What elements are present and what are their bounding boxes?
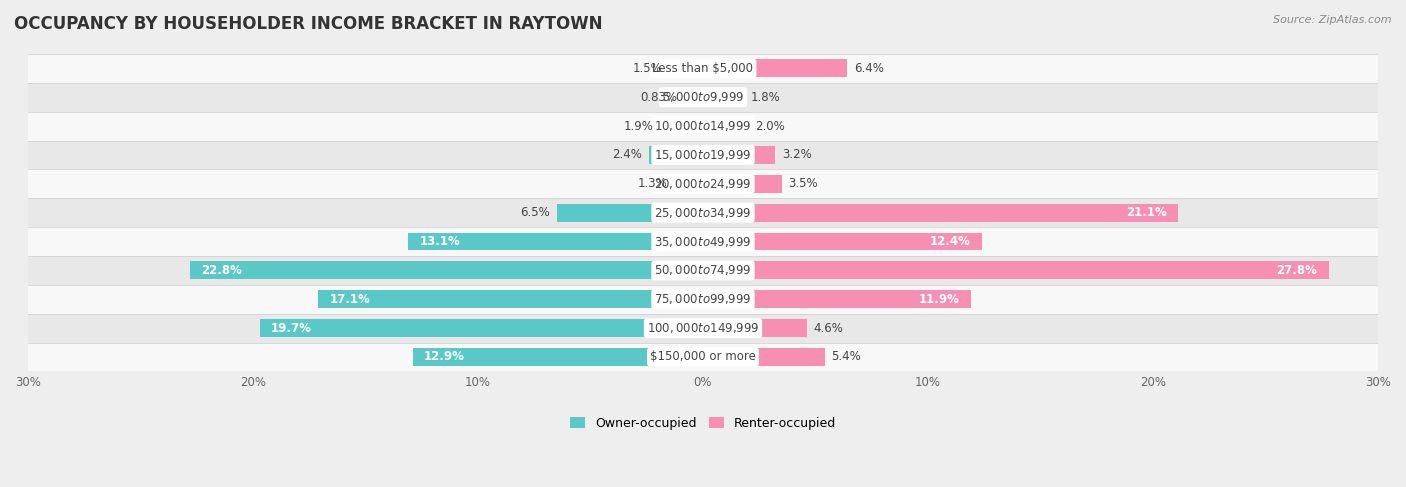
Bar [28,198,1378,227]
Bar [28,54,1378,83]
Bar [703,117,748,135]
Text: $75,000 to $99,999: $75,000 to $99,999 [654,292,752,306]
Text: 5.4%: 5.4% [831,351,860,363]
Text: $50,000 to $74,999: $50,000 to $74,999 [654,263,752,278]
Bar [703,146,775,164]
Bar [703,204,1178,222]
Text: 12.9%: 12.9% [425,351,465,363]
Text: 3.2%: 3.2% [782,149,811,162]
Bar [703,59,846,77]
Bar [28,342,1378,372]
Text: $15,000 to $19,999: $15,000 to $19,999 [654,148,752,162]
Text: 21.1%: 21.1% [1126,206,1167,219]
Bar [28,285,1378,314]
Bar [557,204,703,222]
Bar [703,233,981,250]
Text: 12.4%: 12.4% [929,235,970,248]
Text: 2.4%: 2.4% [613,149,643,162]
Bar [703,348,824,366]
Text: 6.5%: 6.5% [520,206,550,219]
Bar [28,227,1378,256]
Text: 1.3%: 1.3% [637,177,666,190]
Text: 1.5%: 1.5% [633,62,662,75]
Bar [28,256,1378,285]
Bar [673,175,703,193]
Bar [703,88,744,106]
Bar [703,319,807,337]
Bar [669,59,703,77]
Bar [703,290,970,308]
Text: 11.9%: 11.9% [918,293,959,306]
Bar [650,146,703,164]
Text: 19.7%: 19.7% [271,321,312,335]
Text: Less than $5,000: Less than $5,000 [652,62,754,75]
Bar [703,262,1329,280]
Text: Source: ZipAtlas.com: Source: ZipAtlas.com [1274,15,1392,25]
Bar [28,169,1378,198]
Text: 6.4%: 6.4% [853,62,883,75]
Text: $10,000 to $14,999: $10,000 to $14,999 [654,119,752,133]
Bar [413,348,703,366]
Bar [703,175,782,193]
Text: $20,000 to $24,999: $20,000 to $24,999 [654,177,752,191]
Text: 4.6%: 4.6% [813,321,844,335]
Text: 27.8%: 27.8% [1277,264,1317,277]
Bar [28,141,1378,169]
Text: 0.83%: 0.83% [641,91,678,104]
Bar [28,83,1378,112]
Bar [685,88,703,106]
Text: 2.0%: 2.0% [755,120,785,132]
Bar [190,262,703,280]
Bar [661,117,703,135]
Bar [260,319,703,337]
Text: 3.5%: 3.5% [789,177,818,190]
Text: 1.8%: 1.8% [751,91,780,104]
Text: $5,000 to $9,999: $5,000 to $9,999 [662,90,744,104]
Text: $100,000 to $149,999: $100,000 to $149,999 [647,321,759,335]
Legend: Owner-occupied, Renter-occupied: Owner-occupied, Renter-occupied [565,412,841,435]
Bar [28,112,1378,141]
Text: $150,000 or more: $150,000 or more [650,351,756,363]
Text: 1.9%: 1.9% [624,120,654,132]
Bar [318,290,703,308]
Text: 17.1%: 17.1% [329,293,370,306]
Text: $35,000 to $49,999: $35,000 to $49,999 [654,235,752,248]
Text: $25,000 to $34,999: $25,000 to $34,999 [654,206,752,220]
Text: OCCUPANCY BY HOUSEHOLDER INCOME BRACKET IN RAYTOWN: OCCUPANCY BY HOUSEHOLDER INCOME BRACKET … [14,15,603,33]
Bar [408,233,703,250]
Text: 22.8%: 22.8% [201,264,242,277]
Text: 13.1%: 13.1% [419,235,460,248]
Bar [28,314,1378,342]
